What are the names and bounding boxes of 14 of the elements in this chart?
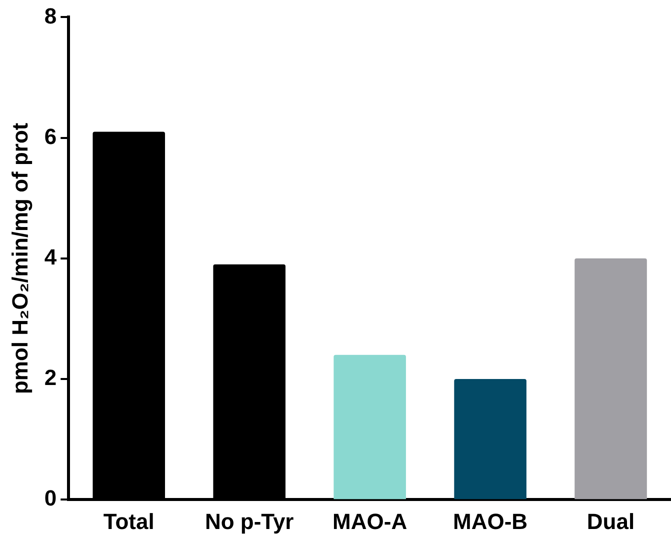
x-tick-label: No p-Tyr (204, 508, 294, 534)
y-tick-label: 4 (44, 244, 58, 270)
y-tick-label: 0 (44, 486, 57, 511)
bar (454, 379, 526, 500)
bar (574, 258, 647, 500)
x-tick-label: MAO-B (453, 508, 528, 534)
y-tick-label: 6 (44, 124, 57, 149)
y-tick-label: 8 (44, 3, 57, 28)
x-tick-label: MAO-A (332, 508, 408, 534)
y-tick-label: 2 (44, 365, 57, 390)
x-tick-label: Total (103, 508, 154, 534)
x-tick-label: Dual (586, 508, 635, 534)
y-axis-title: pmol H₂O₂/min/mg of prot (7, 122, 32, 394)
bar (334, 354, 406, 500)
